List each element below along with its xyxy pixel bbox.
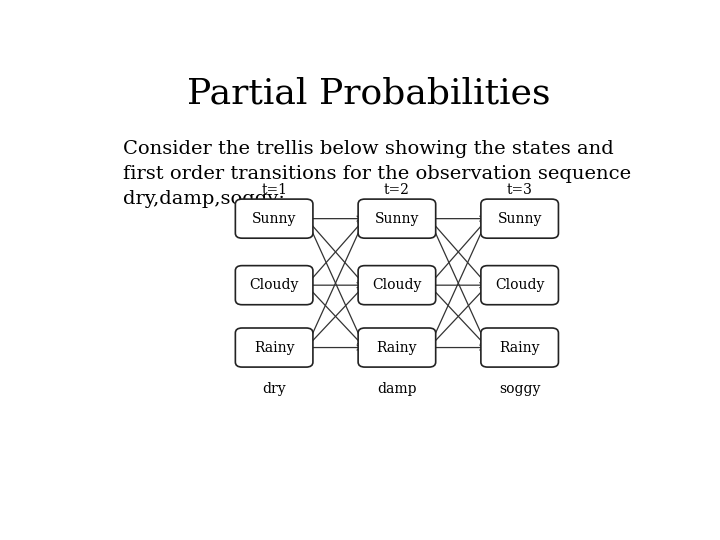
Text: Rainy: Rainy — [254, 341, 294, 355]
Text: t=3: t=3 — [507, 183, 533, 197]
FancyBboxPatch shape — [235, 328, 313, 367]
Text: Cloudy: Cloudy — [495, 278, 544, 292]
Text: damp: damp — [377, 382, 417, 396]
FancyBboxPatch shape — [481, 266, 559, 305]
FancyBboxPatch shape — [481, 199, 559, 238]
Text: Cloudy: Cloudy — [249, 278, 299, 292]
Text: Rainy: Rainy — [377, 341, 417, 355]
Text: Cloudy: Cloudy — [372, 278, 422, 292]
FancyBboxPatch shape — [481, 328, 559, 367]
Text: Rainy: Rainy — [500, 341, 540, 355]
Text: Sunny: Sunny — [252, 212, 297, 226]
Text: Sunny: Sunny — [374, 212, 419, 226]
Text: Partial Probabilities: Partial Probabilities — [187, 77, 551, 111]
Text: t=2: t=2 — [384, 183, 410, 197]
Text: dry: dry — [262, 382, 286, 396]
FancyBboxPatch shape — [358, 328, 436, 367]
FancyBboxPatch shape — [358, 199, 436, 238]
Text: Consider the trellis below showing the states and
first order transitions for th: Consider the trellis below showing the s… — [124, 140, 631, 208]
FancyBboxPatch shape — [235, 199, 313, 238]
Text: soggy: soggy — [499, 382, 540, 396]
Text: t=1: t=1 — [261, 183, 287, 197]
FancyBboxPatch shape — [358, 266, 436, 305]
FancyBboxPatch shape — [235, 266, 313, 305]
Text: Sunny: Sunny — [498, 212, 542, 226]
